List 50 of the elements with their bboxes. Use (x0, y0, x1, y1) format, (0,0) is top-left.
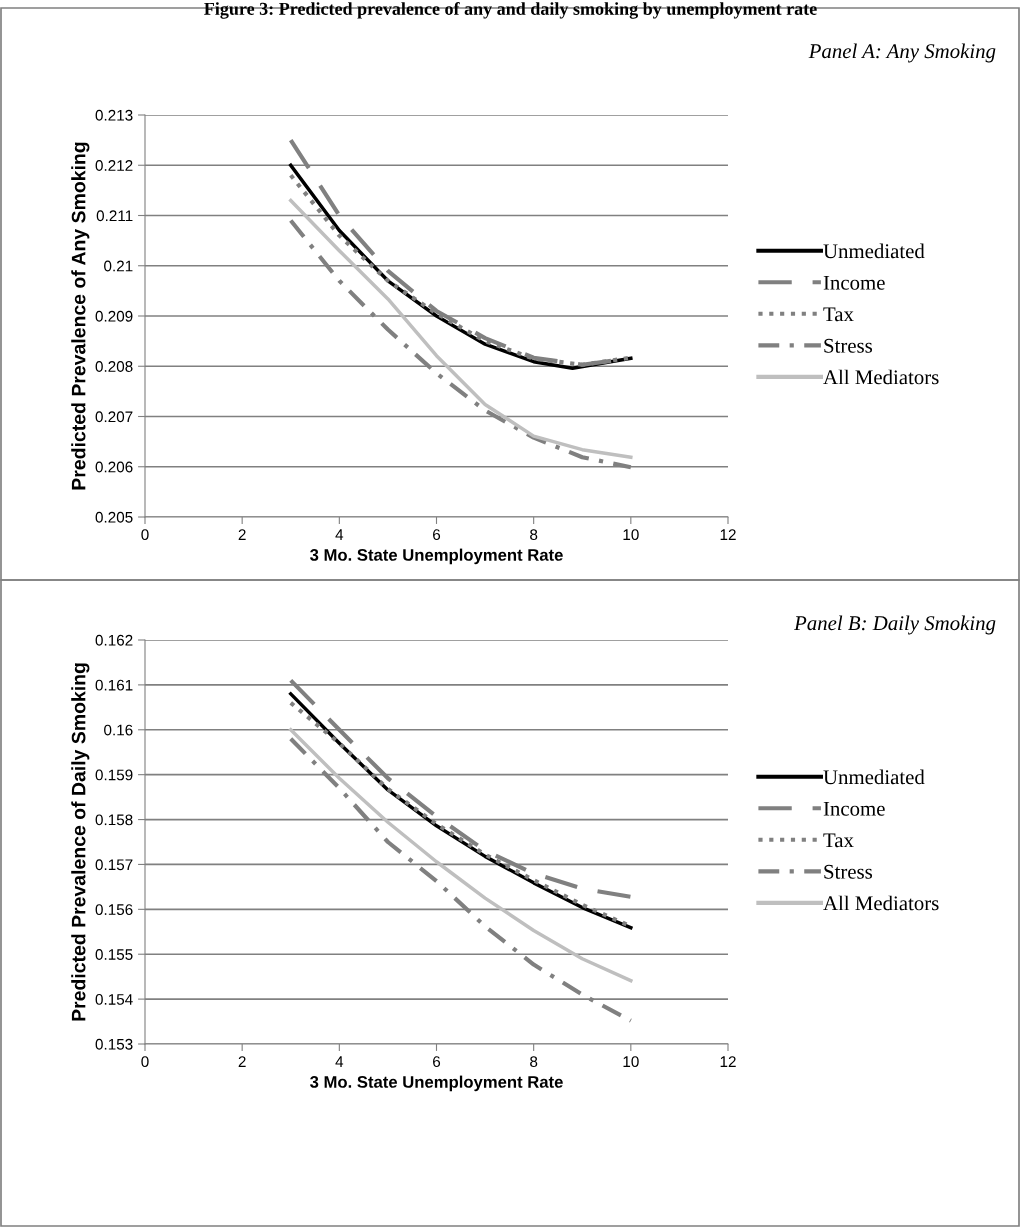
legend-label: Stress (824, 864, 873, 879)
y-tick-label: 0.159 (95, 769, 133, 781)
legend-label: Tax (823, 833, 854, 848)
legend-label: Unmediated (823, 769, 925, 785)
x-tick-label: 2 (238, 529, 246, 540)
legend-label: Income (823, 275, 885, 290)
x-tick-label: 12 (720, 1056, 736, 1067)
legend-label: Income (823, 801, 885, 816)
y-tick-label: 0.208 (95, 361, 133, 372)
y-tick-label: 0.16 (104, 724, 133, 736)
y-tick-label: 0.206 (95, 461, 133, 473)
legend-label: All Mediators (823, 369, 939, 385)
y-tick-label: 0.155 (95, 949, 133, 960)
y-tick-label: 0.207 (95, 411, 133, 423)
legend-label: Stress (824, 338, 873, 353)
y-tick-label: 0.157 (95, 859, 133, 871)
legend-label: Tax (823, 307, 854, 322)
x-tick-label: 6 (433, 529, 441, 541)
y-tick-label: 0.205 (95, 511, 133, 523)
x-tick-label: 4 (335, 1056, 344, 1067)
x-tick-label: 2 (238, 1056, 246, 1067)
y-tick-label: 0.209 (95, 310, 133, 322)
y-tick-label: 0.213 (95, 109, 133, 121)
x-tick-label: 6 (433, 1056, 441, 1068)
x-axis-title: 3 Mo. State Unemployment Rate (310, 1075, 563, 1092)
legend-label: All Mediators (823, 895, 939, 911)
x-tick-label: 0 (141, 1056, 149, 1068)
y-tick-label: 0.21 (104, 260, 133, 272)
y-axis-title: Predicted Prevalence of Daily Smoking (71, 663, 90, 1021)
y-tick-label: 0.162 (95, 634, 133, 646)
x-tick-label: 8 (530, 1056, 538, 1068)
chart-title: Figure 3: Predicted prevalence of any and daily smoking by unemployment rate (204, 2, 817, 19)
y-tick-label: 0.212 (95, 160, 133, 171)
x-tick-label: 10 (623, 1056, 639, 1068)
text: Panel A: Any Smoking (808, 43, 996, 63)
text: Panel B: Daily Smoking (793, 615, 996, 635)
x-axis-title: 3 Mo. State Unemployment Rate (310, 548, 563, 565)
y-tick-label: 0.161 (95, 679, 133, 691)
y-tick-label: 0.153 (95, 1038, 133, 1050)
x-tick-label: 10 (623, 529, 639, 541)
x-tick-label: 12 (720, 529, 736, 540)
y-tick-label: 0.211 (96, 210, 133, 222)
legend-label: Unmediated (823, 243, 925, 259)
y-tick-label: 0.158 (95, 814, 133, 826)
y-tick-label: 0.156 (95, 904, 133, 916)
x-tick-label: 8 (530, 529, 538, 541)
x-tick-label: 4 (335, 529, 344, 540)
y-axis-title: Predicted Prevalence of Any Smoking (71, 142, 90, 490)
x-tick-label: 0 (141, 529, 149, 541)
y-tick-label: 0.154 (95, 993, 133, 1005)
